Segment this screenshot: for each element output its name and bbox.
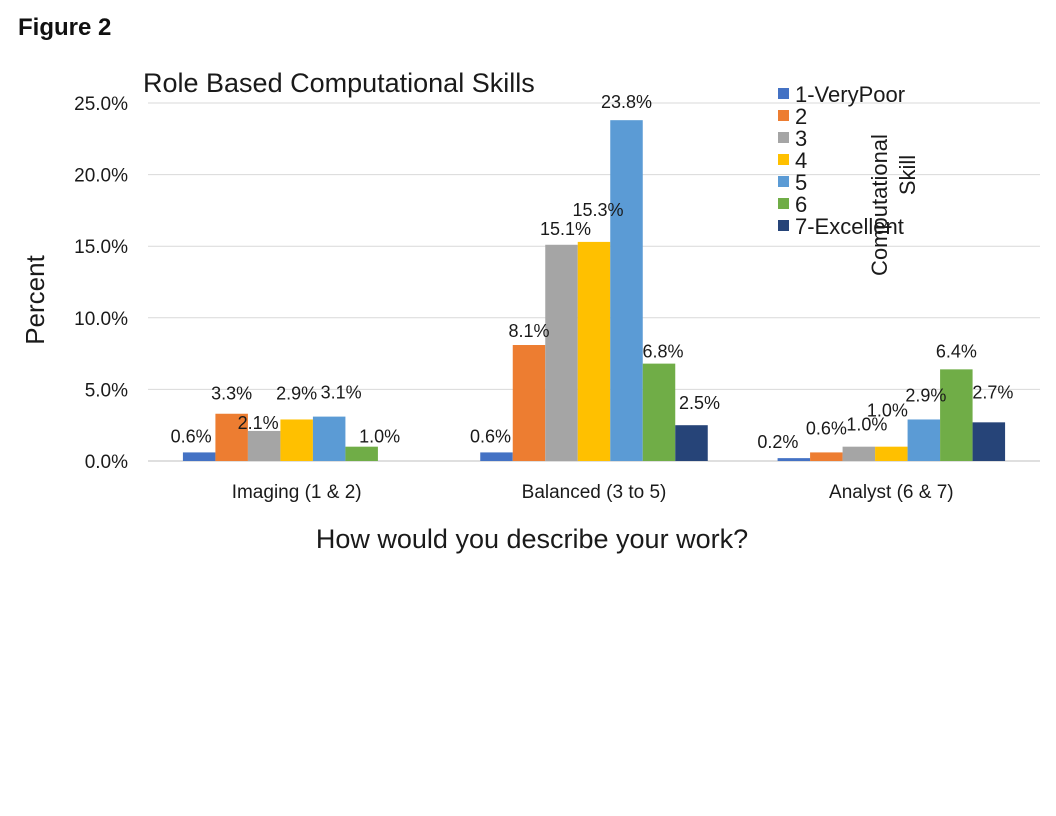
x-tick-label: Analyst (6 & 7) — [829, 482, 954, 503]
bar — [182, 452, 216, 461]
legend-entry: 1-VeryPoor — [795, 82, 905, 107]
bar — [480, 452, 513, 461]
data-label: 8.1% — [508, 321, 549, 341]
data-label: 3.3% — [211, 384, 252, 404]
x-axis-label: How would you describe your work? — [316, 524, 748, 554]
legend-swatch — [778, 110, 789, 121]
bar — [875, 446, 908, 461]
data-label: 2.7% — [972, 382, 1013, 402]
x-tick-label: Balanced (3 to 5) — [522, 482, 667, 503]
bar — [642, 363, 676, 461]
legend-entry: 5 — [795, 170, 807, 195]
figure-label: Figure 2 — [18, 14, 112, 41]
y-tick-label: 5.0% — [85, 380, 128, 401]
legend-entry: 2 — [795, 104, 807, 129]
legend-swatch — [778, 220, 789, 231]
data-label: 15.3% — [572, 200, 623, 220]
bar-chart: Role Based Computational Skills Percent … — [20, 68, 1040, 554]
data-labels: 0.6%3.3%2.1%2.9% 3.1%1.0% 0.6%8.1%15.1%15.… — [171, 92, 1014, 452]
bar — [577, 241, 611, 461]
data-label: 1.0% — [867, 401, 908, 421]
legend-title-line: Computational — [867, 134, 892, 276]
bar — [842, 446, 876, 461]
data-label: 1.0% — [846, 415, 887, 435]
legend-swatch — [778, 176, 789, 187]
bar — [907, 419, 941, 461]
bar — [280, 419, 313, 461]
legend-swatch — [778, 132, 789, 143]
y-tick-label: 0.0% — [85, 452, 128, 473]
data-label: 0.6% — [470, 426, 511, 446]
bar — [512, 345, 546, 461]
data-label: 0.2% — [757, 432, 798, 452]
data-label: 15.1% — [540, 219, 591, 239]
bar — [940, 369, 973, 461]
data-label: 2.9% — [276, 383, 317, 403]
legend-entry: 7-Excellent — [795, 214, 904, 239]
bars — [182, 120, 1006, 462]
bar — [675, 425, 708, 461]
data-label: 23.8% — [601, 92, 652, 112]
data-label: 0.6% — [171, 426, 212, 446]
legend-entry: 4 — [795, 148, 807, 173]
data-label: 2.5% — [679, 393, 720, 413]
bar — [972, 422, 1006, 461]
data-label: 6.4% — [936, 341, 977, 361]
legend-swatch — [778, 154, 789, 165]
data-label: 0.6% — [806, 418, 847, 438]
legend-swatch — [778, 198, 789, 209]
y-axis-ticks: 0.0% 5.0% 10.0% 15.0% 20.0% 25.0% — [74, 94, 128, 473]
data-label: 2.1% — [238, 413, 279, 433]
bar — [312, 416, 346, 461]
data-label: 6.8% — [642, 342, 683, 362]
y-tick-label: 15.0% — [74, 237, 128, 258]
y-tick-label: 10.0% — [74, 309, 128, 330]
y-axis-label: Percent — [20, 254, 50, 344]
legend-entry: 6 — [795, 192, 807, 217]
legend-title-line: Skill — [895, 155, 920, 195]
y-tick-label: 20.0% — [74, 166, 128, 187]
bar — [247, 430, 281, 461]
y-tick-label: 25.0% — [74, 94, 128, 115]
bar — [610, 120, 643, 462]
chart-title: Role Based Computational Skills — [143, 68, 535, 98]
bar — [345, 446, 378, 461]
legend-swatch — [778, 88, 789, 99]
bar — [215, 413, 248, 461]
bar — [777, 458, 811, 461]
data-label: 1.0% — [359, 427, 400, 447]
data-label: 2.9% — [905, 385, 946, 405]
x-tick-label: Imaging (1 & 2) — [232, 482, 362, 503]
bar — [810, 452, 843, 461]
legend-entry: 3 — [795, 126, 807, 151]
x-axis-ticks: Imaging (1 & 2) Balanced (3 to 5) Analyst … — [232, 482, 954, 503]
bar — [545, 244, 578, 461]
data-label: 3.1% — [321, 383, 362, 403]
